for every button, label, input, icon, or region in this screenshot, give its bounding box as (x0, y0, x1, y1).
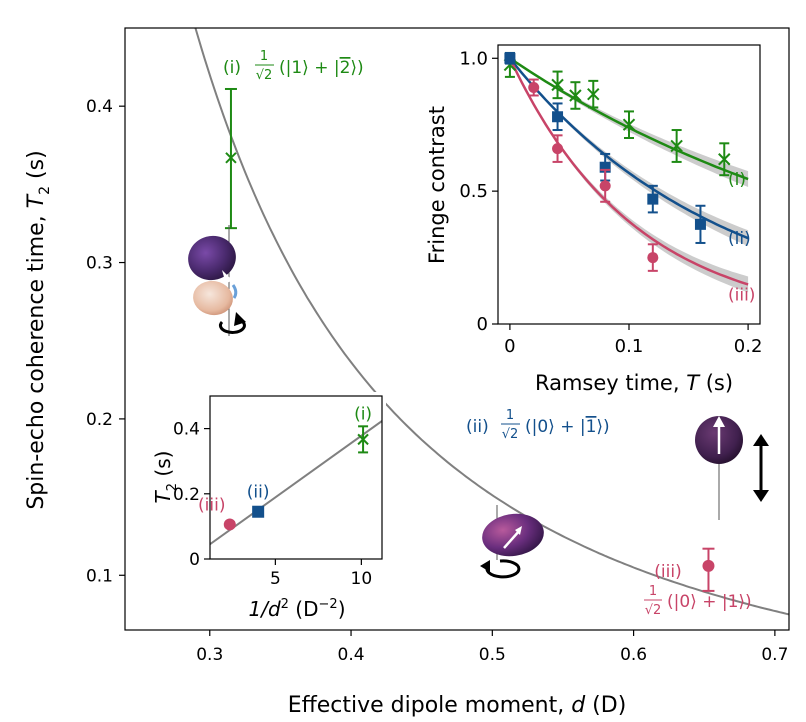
linear-point-label: (i) (354, 404, 372, 424)
inset-linear-y-axis-label: T2 (s) (151, 451, 180, 504)
linear-y-tick-label: 0 (189, 550, 200, 570)
ramsey-data-point (599, 161, 611, 173)
main-fit-curve (194, 28, 789, 616)
main-x-tick-label: 0.3 (196, 645, 223, 665)
ramsey-y-tick-label: 1.0 (459, 48, 488, 69)
svg-text:1: 1 (649, 584, 657, 599)
ramsey-data-point (551, 78, 564, 92)
main-x-tick-label: 0.4 (338, 645, 365, 665)
ramsey-series-label: (i) (728, 170, 746, 190)
ramsey-data-point (528, 82, 540, 94)
ramsey-data-point (694, 218, 706, 230)
molecule-orbital-iii-icon (695, 416, 769, 520)
main-y-tick-label: 0.2 (86, 410, 113, 430)
main-y-axis-label: Spin-echo coherence time, T2 (s) (24, 150, 53, 509)
svg-text:(i): (i) (223, 58, 241, 78)
svg-text:(|0⟩ + |1⟩): (|0⟩ + |1⟩) (525, 417, 610, 437)
svg-text:√2: √2 (256, 68, 273, 83)
linear-data-point (357, 433, 369, 446)
linear-point-label: (iii) (198, 495, 225, 515)
ramsey-data-point (622, 118, 636, 131)
ramsey-y-tick-label: 0 (477, 314, 488, 335)
svg-text:(|0⟩ + |1⟩): (|0⟩ + |1⟩) (667, 592, 752, 612)
svg-text:(|1⟩ + |2⟩): (|1⟩ + |2⟩) (279, 58, 364, 78)
linear-y-tick-label: 0.4 (173, 420, 200, 440)
main-data-point (225, 152, 237, 164)
ramsey-data-point (552, 111, 564, 123)
linear-data-point (223, 518, 236, 531)
inset-ramsey-y-axis-label: Fringe contrast (425, 106, 449, 264)
svg-text:(iii): (iii) (654, 562, 681, 582)
svg-text:1: 1 (506, 408, 514, 423)
molecule-orbital-i-icon (188, 225, 246, 336)
main-y-tick-label: 0.4 (86, 97, 113, 117)
main-x-tick-label: 0.7 (761, 645, 788, 665)
inset-ramsey-x-axis-label: Ramsey time, T (s) (535, 371, 733, 395)
ramsey-fit-curve (508, 57, 749, 240)
main-x-axis-label: Effective dipole moment, d (D) (288, 693, 627, 718)
linear-x-tick-label: 10 (351, 569, 373, 589)
ramsey-x-tick-label: 0.2 (734, 336, 763, 357)
ramsey-data-point (552, 143, 564, 155)
ramsey-data-point (647, 252, 659, 264)
state-label-ii: (ii) 1 √2 (|0⟩ + |1⟩) (466, 408, 610, 442)
inset-linear-background (150, 392, 386, 624)
ramsey-data-point (599, 180, 611, 192)
state-label-i: (i) 1 √2 (|1⟩ + |2⟩) (223, 49, 364, 83)
inset-ramsey-chart: 0 0.1 0.2 0 0.5 1.0 Ramsey time, T (s) Fringe… (420, 40, 765, 400)
inset-linear-chart: 5 10 0 0.2 0.4 (iii) (ii) (i) 1/d2 (D−2) T2 (s… (150, 392, 386, 624)
main-y-tick-label: 0.3 (86, 254, 113, 274)
main-plot-frame (124, 27, 790, 631)
ramsey-y-tick-label: 0.5 (459, 181, 488, 202)
ramsey-data-point (670, 139, 683, 153)
inset-linear-x-axis-label: 1/d2 (D−2) (249, 597, 346, 621)
main-data-point (702, 559, 715, 572)
linear-data-point (252, 505, 265, 518)
svg-text:√2: √2 (645, 603, 662, 618)
molecule-orbital-ii-icon (480, 505, 544, 579)
linear-fit-line (210, 420, 382, 546)
main-x-tick-label: 0.5 (479, 645, 506, 665)
ramsey-data-point (569, 89, 582, 102)
svg-text:(ii): (ii) (466, 417, 489, 437)
ramsey-series-label: (ii) (728, 229, 751, 249)
linear-y-tick-label: 0.2 (173, 485, 200, 505)
linear-x-tick-label: 5 (270, 569, 281, 589)
main-x-tick-label: 0.6 (620, 645, 647, 665)
svg-text:√2: √2 (502, 427, 519, 442)
main-y-tick-label: 0.1 (86, 566, 113, 586)
ramsey-x-tick-label: 0.1 (615, 336, 644, 357)
ramsey-data-point (718, 153, 731, 166)
ramsey-data-point (504, 52, 516, 64)
ramsey-series-label: (iii) (728, 285, 755, 305)
ramsey-x-tick-label: 0 (504, 336, 515, 357)
ramsey-data-point (587, 87, 600, 101)
main-chart: 0.3 0.4 0.5 0.6 0.7 0.1 0.2 0.3 0.4 Effective di… (24, 27, 790, 718)
linear-point-label: (ii) (247, 483, 270, 503)
svg-text:1: 1 (260, 49, 268, 64)
ramsey-data-point (647, 193, 659, 205)
ramsey-fit-curve (508, 57, 749, 286)
state-label-iii: (iii) 1 √2 (|0⟩ + |1⟩) (644, 562, 752, 618)
inset-linear-frame (209, 395, 383, 560)
